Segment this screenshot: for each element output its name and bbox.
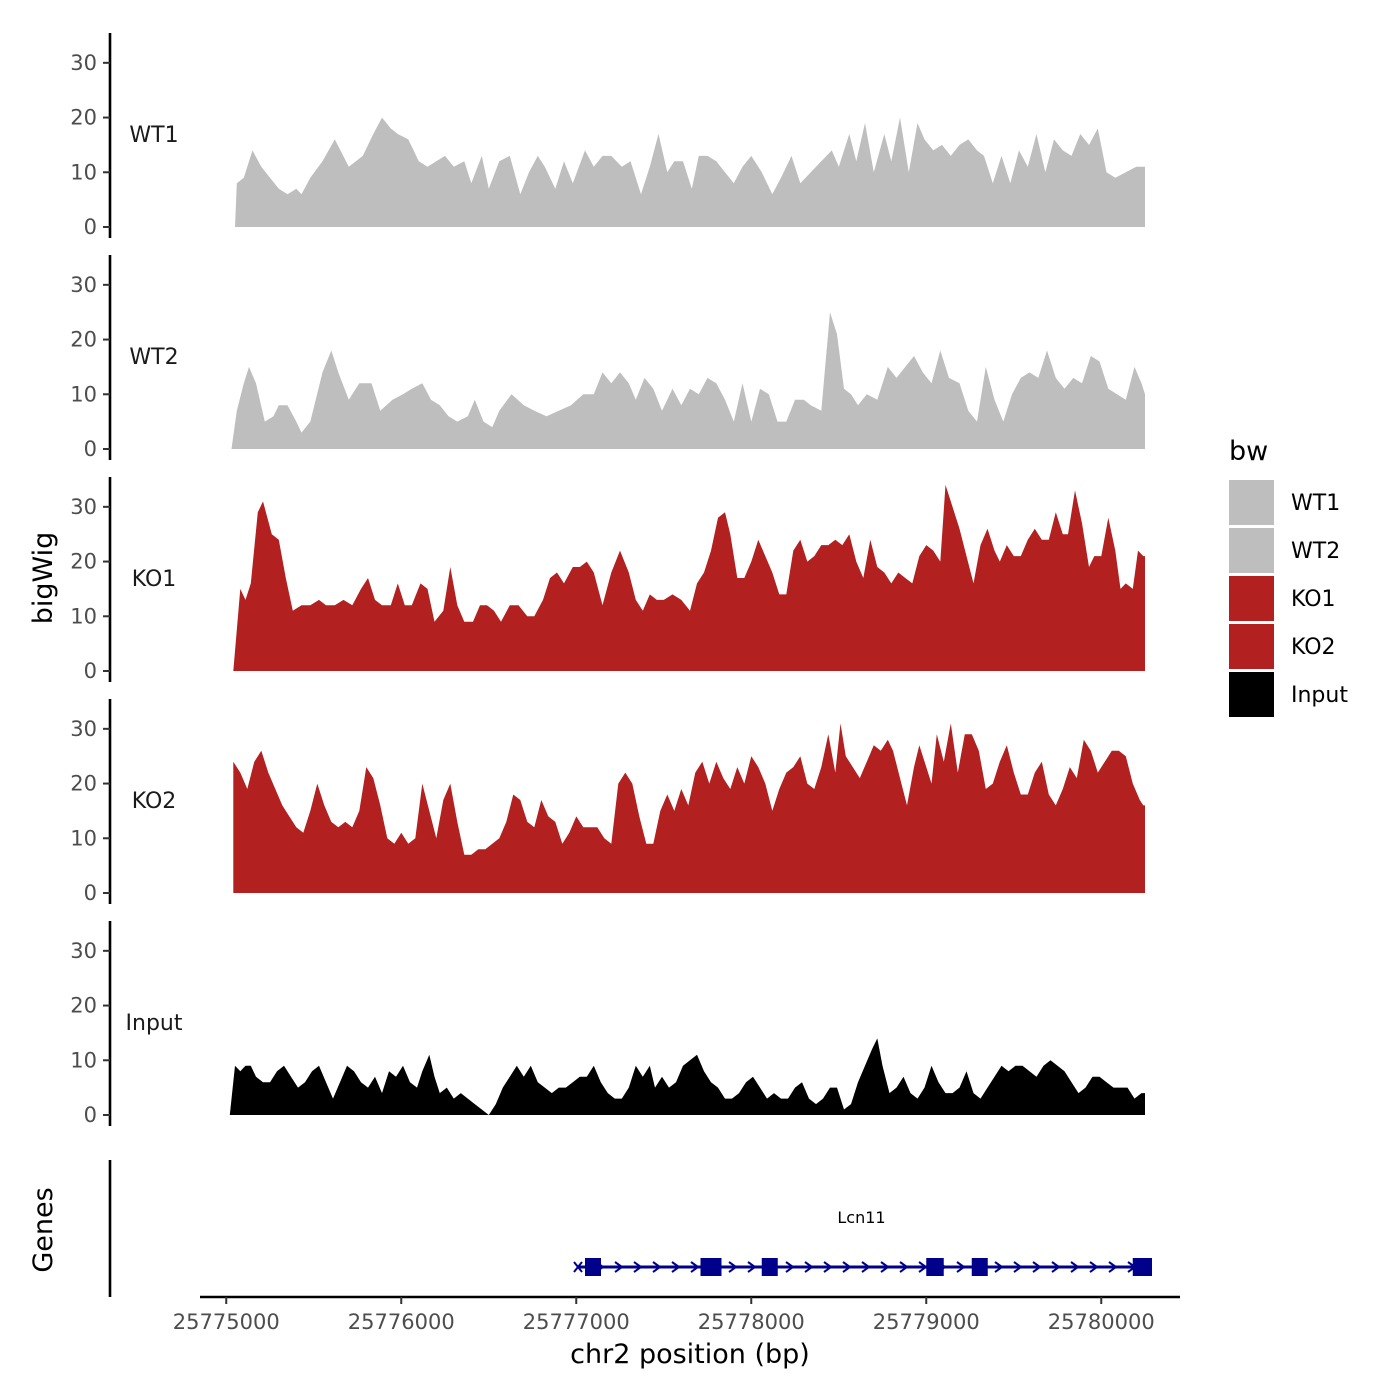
strand-arrow	[861, 1261, 871, 1273]
legend-label-ko1: KO1	[1291, 587, 1336, 612]
legend-title: bw	[1229, 436, 1268, 467]
track-label: KO1	[132, 567, 177, 592]
strand-arrow	[918, 1261, 928, 1273]
strand-arrow	[1070, 1261, 1080, 1273]
legend: bw WT1 WT2 KO1 KO2 Input	[1229, 436, 1348, 717]
coverage-area-ko1	[233, 484, 1146, 671]
exon	[761, 1258, 778, 1276]
gene-lcn11: Lcn11	[573, 1208, 1152, 1276]
legend-label-wt2: WT2	[1291, 539, 1340, 564]
genes-panel: Lcn11	[108, 1160, 1152, 1297]
x-tick-label: 25779000	[873, 1310, 980, 1334]
gene-label: Lcn11	[837, 1208, 885, 1227]
x-tick-label: 25775000	[173, 1310, 280, 1334]
track-label: WT1	[129, 123, 178, 148]
coverage-area-wt1	[235, 117, 1145, 227]
y-tick-label: 30	[70, 495, 97, 519]
strand-arrow	[956, 1261, 966, 1273]
y-tick-label: 20	[70, 328, 97, 352]
legend-swatch-wt2	[1229, 528, 1274, 573]
y-tick-label: 20	[70, 550, 97, 574]
exon	[971, 1258, 988, 1276]
y-tick-label: 0	[84, 437, 97, 461]
coverage-area-wt2	[231, 312, 1145, 449]
strand-arrow	[880, 1261, 890, 1273]
y-tick-label: 0	[84, 1103, 97, 1127]
x-tick-label: 25777000	[523, 1310, 630, 1334]
track-label: Input	[126, 1011, 183, 1036]
exon	[585, 1258, 601, 1276]
x-tick-label: 25778000	[698, 1310, 805, 1334]
x-axis: 25775000 25776000 25777000 25778000 25779000…	[173, 1295, 1180, 1334]
strand-arrow	[728, 1261, 738, 1273]
strand-arrow	[614, 1261, 624, 1273]
y-tick-label: 30	[70, 717, 97, 741]
y-tick-label: 20	[70, 106, 97, 130]
strand-arrow	[1013, 1261, 1023, 1273]
strand-arrow	[899, 1261, 909, 1273]
strand-arrow	[671, 1261, 681, 1273]
y-tick-label: 30	[70, 273, 97, 297]
y-tick-label: 20	[70, 994, 97, 1018]
y-tick-label: 10	[70, 826, 97, 850]
legend-label-wt1: WT1	[1291, 491, 1340, 516]
strand-arrow	[1051, 1261, 1061, 1273]
strand-arrow	[747, 1261, 757, 1273]
legend-swatch-ko2	[1229, 624, 1274, 669]
y-tick-label: 10	[70, 1048, 97, 1072]
gene-start-marker	[573, 1261, 583, 1273]
strand-arrow	[1032, 1261, 1042, 1273]
y-tick-label: 0	[84, 881, 97, 905]
track-input: 0 10 20 30 Input	[70, 921, 1146, 1127]
y-tick-label: 20	[70, 772, 97, 796]
x-tick-label: 25776000	[348, 1310, 455, 1334]
track-ko1: 0 10 20 30 KO1	[70, 477, 1146, 683]
coverage-area-ko2	[233, 723, 1146, 893]
track-wt1: 0 10 20 30 WT1	[70, 33, 1145, 239]
exon	[926, 1258, 944, 1276]
y-tick-label: 10	[70, 604, 97, 628]
y-axis-title: bigWig	[28, 532, 59, 625]
track-label: KO2	[132, 789, 177, 814]
x-tick-label: 25780000	[1048, 1310, 1155, 1334]
strand-arrow	[804, 1261, 814, 1273]
track-ko2: 0 10 20 30 KO2	[70, 699, 1146, 905]
legend-label-input: Input	[1291, 683, 1348, 708]
legend-swatch-ko1	[1229, 576, 1274, 621]
strand-arrow	[823, 1261, 833, 1273]
track-label: WT2	[129, 345, 178, 370]
track-panels: 0 10 20 30 WT1 0 10 20 30 WT2 0 10 20 30 KO1 0 10 20 30 KO2…	[70, 33, 1146, 1127]
strand-arrow	[994, 1261, 1004, 1273]
strand-arrow	[652, 1261, 662, 1273]
y-tick-label: 0	[84, 215, 97, 239]
x-axis-title: chr2 position (bp)	[570, 1339, 810, 1370]
legend-swatch-input	[1229, 672, 1274, 717]
y-tick-label: 30	[70, 51, 97, 75]
track-wt2: 0 10 20 30 WT2	[70, 255, 1145, 461]
exon	[1132, 1258, 1152, 1276]
y-tick-label: 10	[70, 160, 97, 184]
y-tick-label: 10	[70, 382, 97, 406]
strand-arrow	[1089, 1261, 1099, 1273]
strand-arrow	[785, 1261, 795, 1273]
y-tick-label: 0	[84, 659, 97, 683]
exon	[700, 1258, 722, 1276]
legend-label-ko2: KO2	[1291, 635, 1336, 660]
strand-arrow	[842, 1261, 852, 1273]
y-tick-label: 30	[70, 939, 97, 963]
genes-axis-title: Genes	[28, 1187, 59, 1272]
strand-arrow	[1108, 1261, 1118, 1273]
strand-arrow	[690, 1261, 700, 1273]
coverage-area-input	[229, 1038, 1146, 1115]
legend-swatch-wt1	[1229, 480, 1274, 525]
strand-arrow	[633, 1261, 643, 1273]
